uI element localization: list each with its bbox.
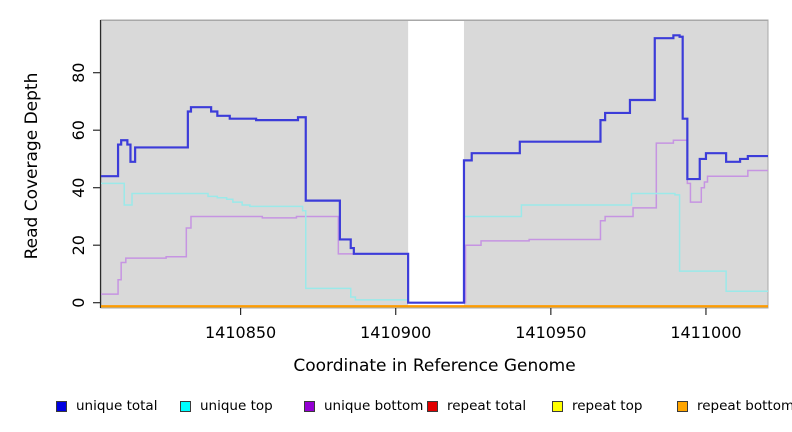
x-axis-title: Coordinate in Reference Genome (293, 356, 576, 376)
x-tick-label: 1411000 (670, 323, 741, 342)
legend-label-unique-top: unique top (200, 398, 273, 414)
series-line-unique-top (101, 182, 768, 304)
legend-item-repeat-top: repeat top (552, 398, 642, 414)
series-line-unique-total (101, 34, 768, 304)
legend-swatch-unique-total (56, 400, 67, 412)
legend-swatch-repeat-top (552, 400, 563, 412)
series-line-unique-bottom (101, 139, 768, 304)
x-tick-label: 1410850 (205, 323, 276, 342)
legend-item-unique-bottom: unique bottom (304, 398, 423, 414)
legend-swatch-repeat-bottom (677, 400, 688, 412)
legend-swatch-unique-bottom (304, 400, 315, 412)
legend-item-repeat-total: repeat total (427, 398, 526, 414)
y-tick-label: 80 (69, 63, 88, 83)
legend-label-unique-bottom: unique bottom (324, 398, 424, 414)
legend-item-unique-total: unique total (56, 398, 157, 414)
legend-label-repeat-total: repeat total (447, 398, 527, 414)
legend-label-repeat-bottom: repeat bottom (697, 398, 792, 414)
x-tick-label: 1410950 (515, 323, 586, 342)
y-tick-label: 20 (69, 235, 88, 255)
legend-swatch-repeat-total (427, 400, 438, 412)
y-tick-label: 0 (69, 298, 88, 308)
y-tick-label: 60 (69, 120, 88, 140)
y-tick-label: 40 (69, 178, 88, 198)
y-axis-title: Read Coverage Depth (22, 72, 42, 260)
legend-item-unique-top: unique top (180, 398, 273, 414)
legend-swatch-unique-top (180, 400, 191, 412)
legend-label-unique-total: unique total (76, 398, 158, 414)
legend-label-repeat-top: repeat top (572, 398, 643, 414)
alignment-gap-band (408, 21, 464, 306)
legend: unique total unique top unique bottom repea… (0, 398, 792, 420)
legend-item-repeat-bottom: repeat bottom (677, 398, 792, 414)
x-tick-label: 1410900 (360, 323, 431, 342)
